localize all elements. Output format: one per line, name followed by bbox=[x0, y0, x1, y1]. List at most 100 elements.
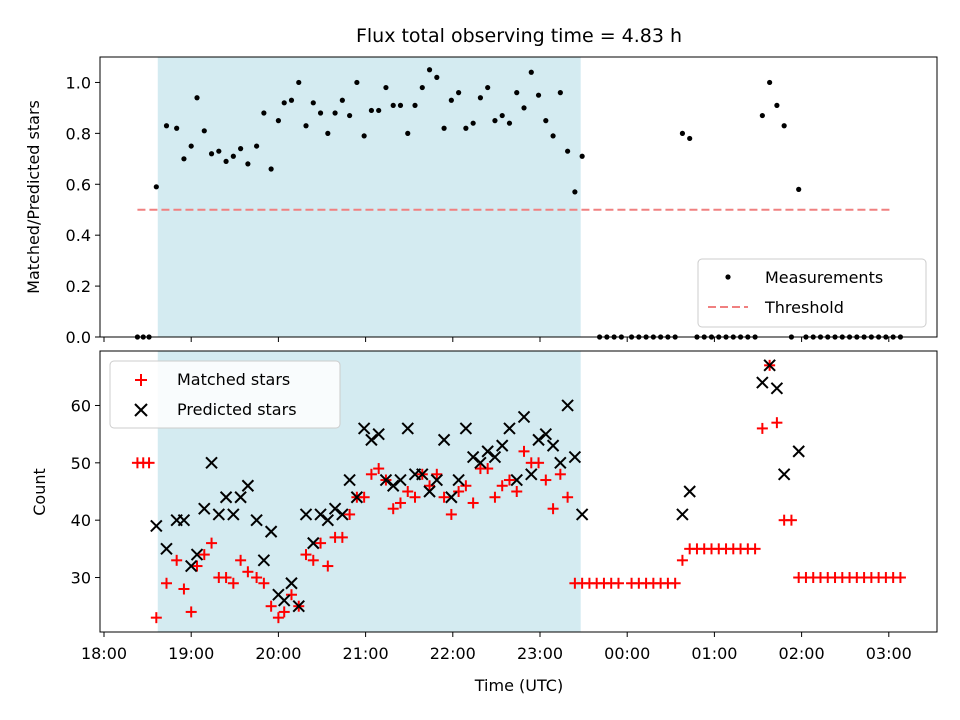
x-axis-label: Time (UTC) bbox=[474, 676, 563, 695]
measurement-point bbox=[354, 79, 360, 86]
matched-point bbox=[503, 474, 515, 486]
predicted-legend-label: Predicted stars bbox=[177, 400, 297, 419]
predicted-point bbox=[517, 410, 531, 424]
matched-point bbox=[562, 491, 574, 503]
matched-point bbox=[669, 577, 681, 589]
x-tick-label: 20:00 bbox=[255, 644, 301, 663]
measurement-point bbox=[181, 156, 187, 162]
predicted-point bbox=[234, 491, 247, 504]
predicted-point bbox=[336, 508, 349, 521]
matched-point bbox=[409, 491, 421, 503]
measurement-point bbox=[208, 151, 215, 157]
measurement-point bbox=[383, 84, 389, 91]
predicted-point bbox=[264, 525, 278, 538]
measurement-point bbox=[767, 79, 773, 86]
predicted-point bbox=[481, 445, 494, 458]
predicted-point bbox=[466, 450, 480, 464]
matched-point bbox=[496, 480, 508, 492]
top-legend[interactable]: Measurements Threshold bbox=[697, 258, 927, 328]
matched-point bbox=[467, 497, 479, 509]
measurement-point bbox=[470, 120, 476, 126]
matched-point bbox=[460, 480, 472, 492]
bottom-legend[interactable]: Matched stars Predicted stars bbox=[109, 360, 341, 429]
predicted-point bbox=[539, 427, 553, 441]
predicted-point bbox=[430, 473, 444, 487]
measurement-point bbox=[687, 135, 693, 142]
chart-title: Flux total observing time = 4.83 h bbox=[356, 25, 682, 47]
matched-point bbox=[387, 503, 399, 515]
measurement-point bbox=[550, 133, 556, 139]
measurement-point bbox=[463, 125, 469, 131]
measurement-point bbox=[405, 130, 411, 136]
measurement-point bbox=[506, 120, 513, 126]
predicted-point bbox=[503, 422, 516, 435]
matched-point bbox=[150, 612, 162, 624]
measurement-point bbox=[557, 90, 563, 96]
measurement-point bbox=[441, 125, 447, 131]
predicted-point bbox=[488, 450, 502, 464]
predicted-point bbox=[177, 513, 191, 527]
predicted-point bbox=[190, 548, 204, 561]
measurement-point bbox=[281, 100, 287, 106]
measurement-point bbox=[426, 67, 433, 73]
predicted-point bbox=[299, 508, 313, 521]
top-points-layer bbox=[134, 67, 904, 340]
predicted-point bbox=[474, 456, 487, 470]
measurement-point bbox=[201, 128, 207, 134]
predicted-point bbox=[561, 399, 574, 412]
predicted-point bbox=[575, 508, 589, 521]
predicted-point bbox=[350, 491, 364, 504]
matched-point bbox=[445, 508, 457, 520]
bottom-y-tick-label: 40 bbox=[71, 511, 91, 530]
measurement-point bbox=[434, 74, 440, 80]
measurement-point bbox=[303, 123, 309, 129]
measurement-point bbox=[397, 102, 404, 108]
measurement-point bbox=[238, 146, 244, 152]
measurement-point bbox=[521, 105, 527, 111]
matched-point bbox=[365, 468, 377, 480]
matched-point bbox=[424, 480, 436, 492]
predicted-point bbox=[401, 422, 414, 435]
matched-point bbox=[206, 537, 218, 549]
matched-point bbox=[894, 572, 906, 584]
measurement-point bbox=[194, 95, 200, 101]
predicted-point bbox=[257, 554, 271, 567]
matched-point bbox=[540, 474, 552, 486]
predicted-point bbox=[150, 519, 163, 533]
measurement-point bbox=[268, 166, 274, 172]
x-tick-label: 22:00 bbox=[430, 644, 476, 663]
measurements-legend-label: Measurements bbox=[765, 268, 883, 287]
predicted-point bbox=[452, 473, 465, 487]
matched-legend-label: Matched stars bbox=[177, 370, 290, 389]
top-y-ticks: 0.0 0.2 0.4 0.6 0.8 1.0 bbox=[66, 73, 100, 347]
predicted-legend-marker bbox=[134, 403, 148, 417]
bottom-axes-frame bbox=[99, 350, 938, 633]
measurement-point bbox=[759, 112, 765, 119]
predicted-point bbox=[510, 473, 523, 487]
matched-point bbox=[785, 514, 797, 526]
matched-point bbox=[749, 543, 761, 555]
predicted-point bbox=[357, 422, 371, 435]
predicted-point bbox=[160, 542, 173, 556]
predicted-point bbox=[525, 468, 538, 481]
top-x-ticks bbox=[103, 337, 890, 342]
predicted-point bbox=[445, 491, 458, 504]
measurement-point bbox=[153, 184, 159, 190]
measurement-point bbox=[543, 118, 549, 124]
top-y-tick-label: 1.0 bbox=[66, 73, 91, 92]
matched-point bbox=[315, 537, 327, 549]
x-tick-label: 23:00 bbox=[517, 644, 563, 663]
matched-point bbox=[431, 468, 443, 480]
predicted-point bbox=[285, 577, 298, 590]
predicted-point bbox=[328, 502, 342, 515]
matched-point bbox=[322, 560, 334, 572]
predicted-point bbox=[314, 508, 327, 521]
predicted-point bbox=[343, 473, 356, 487]
matched-point bbox=[185, 606, 197, 618]
top-y-tick-label: 0.0 bbox=[66, 328, 91, 347]
matched-point bbox=[285, 589, 297, 601]
matched-point bbox=[453, 486, 465, 497]
measurement-point bbox=[174, 125, 180, 131]
matched-point bbox=[227, 577, 239, 589]
